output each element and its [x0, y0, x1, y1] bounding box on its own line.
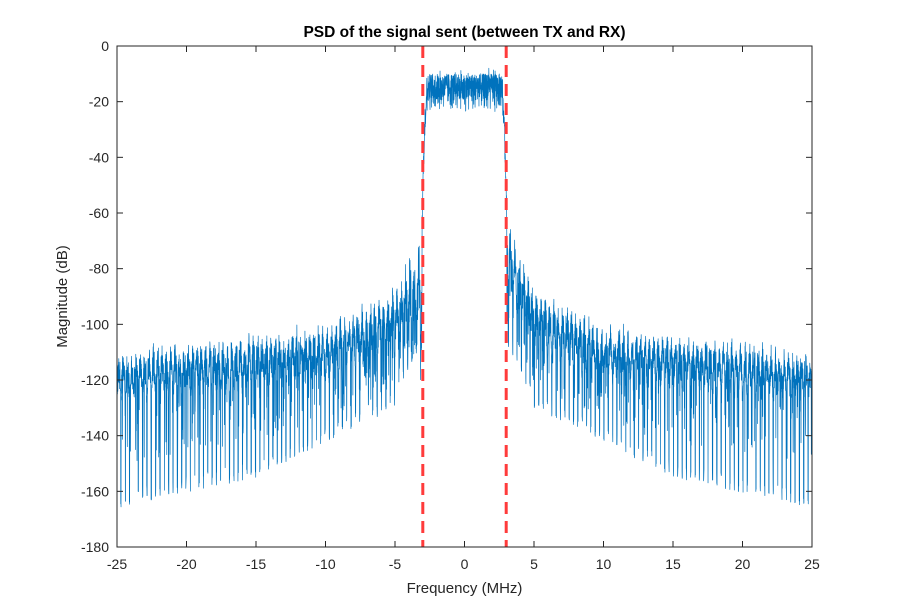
x-tick-label: -5 — [389, 556, 402, 572]
y-tick-label: -20 — [89, 94, 109, 110]
x-tick-label: 5 — [530, 556, 538, 572]
x-tick-label: 15 — [665, 556, 681, 572]
y-tick-label: -140 — [81, 428, 109, 444]
x-tick-label: -10 — [315, 556, 335, 572]
y-tick-label: -160 — [81, 483, 109, 499]
x-tick-label: -25 — [107, 556, 127, 572]
x-tick-label: -15 — [246, 556, 266, 572]
chart-title: PSD of the signal sent (between TX and R… — [303, 24, 625, 41]
y-tick-label: -60 — [89, 205, 109, 221]
x-tick-label: 25 — [804, 556, 820, 572]
plot-area — [117, 46, 812, 547]
marker-layer — [421, 46, 508, 547]
x-tick-label: 20 — [735, 556, 751, 572]
x-axis-label: Frequency (MHz) — [407, 580, 523, 597]
series-layer — [117, 67, 812, 508]
x-tick-label: 10 — [596, 556, 612, 572]
y-axis-ticks: 0 -20 -40 -60 -80 -100 -120 -140 -160 -180 — [81, 38, 812, 555]
y-tick-label: 0 — [101, 38, 109, 54]
y-axis-label: Magnitude (dB) — [54, 245, 71, 348]
y-tick-label: -180 — [81, 539, 109, 555]
y-tick-label: -100 — [81, 316, 109, 332]
x-axis-ticks: -25 -20 -15 -10 -5 0 5 10 15 20 25 — [107, 46, 820, 572]
y-tick-label: -80 — [89, 261, 109, 277]
x-tick-label: -20 — [176, 556, 196, 572]
y-tick-label: -120 — [81, 372, 109, 388]
psd-series-line — [117, 67, 812, 508]
y-tick-label: -40 — [89, 149, 109, 165]
x-tick-label: 0 — [461, 556, 469, 572]
